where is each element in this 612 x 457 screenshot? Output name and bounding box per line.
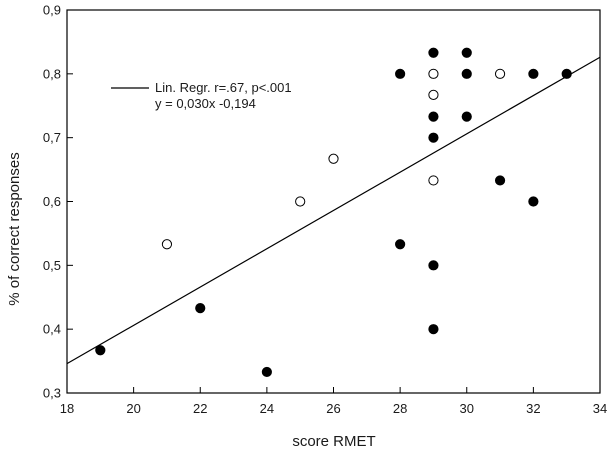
y-tick-label: 0,8 [43,66,61,81]
x-tick-label: 32 [526,401,540,416]
data-point-filled [528,196,539,207]
data-point-filled [95,345,106,356]
data-point-filled [395,239,406,250]
x-tick-label: 22 [193,401,207,416]
data-point-filled [428,132,439,143]
data-point-filled [395,68,406,79]
data-point-filled [494,175,506,186]
data-point-open [494,68,506,79]
data-point-open [161,239,173,250]
data-point-filled [428,111,439,122]
y-tick-label: 0,9 [43,3,61,18]
data-point-filled [195,303,206,314]
data-point-filled [428,324,439,335]
data-points [95,47,572,378]
x-tick-label: 18 [60,401,74,416]
y-tick-label: 0,6 [43,194,61,209]
data-point-filled [461,111,472,122]
data-point-filled [461,47,472,58]
legend-equation-label: y = 0,030x -0,194 [155,96,256,111]
plot-area [66,9,601,394]
data-point-open [428,175,439,186]
x-tick-label: 30 [460,401,474,416]
data-point-filled [528,68,539,79]
y-tick-label: 0,5 [43,258,61,273]
data-point-filled [461,68,472,79]
regression-line [66,56,601,365]
x-axis-title: score RMET [292,433,375,450]
data-point-filled [428,260,439,271]
legend-regression-label: Lin. Regr. r=.67, p<.001 [155,80,292,95]
x-tick-label: 24 [260,401,274,416]
data-point-open [428,89,439,100]
y-tick-label: 0,7 [43,130,61,145]
x-tick-label: 20 [126,401,140,416]
plot-frame [66,9,601,394]
x-tick-label: 26 [326,401,340,416]
y-tick-label: 0,4 [43,322,61,337]
axis-ticks: 18 20 22 24 26 28 30 32 34 0,3 0,4 0,5 0,6 0,7 0,8 0,9 [43,3,607,417]
data-point-filled [261,366,272,378]
x-tick-label: 28 [393,401,407,416]
x-tick-label: 34 [593,401,607,416]
data-point-filled [428,47,439,58]
data-point-open [328,153,339,164]
y-tick-label: 0,3 [43,386,61,401]
y-axis-title: % of correct responses [6,152,23,305]
legend: Lin. Regr. r=.67, p<.001 y = 0,030x -0,1… [111,80,292,111]
data-point-filled [561,68,572,79]
data-point-open [295,196,306,207]
data-point-open [428,68,439,79]
